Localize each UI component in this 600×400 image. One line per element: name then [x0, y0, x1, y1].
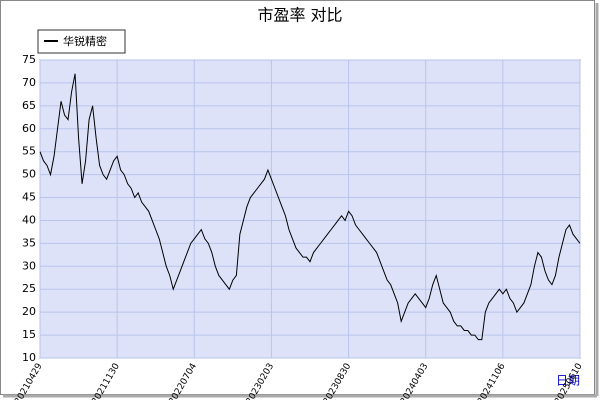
- y-tick-label: 70: [22, 76, 36, 89]
- x-axis-title: 日期: [556, 374, 580, 388]
- y-tick-label: 55: [22, 145, 36, 158]
- data-line: [39, 73, 581, 341]
- y-tick-label: 20: [22, 305, 36, 318]
- y-tick-label: 60: [22, 122, 36, 135]
- plot-area: [39, 59, 581, 359]
- y-tick-label: 45: [22, 191, 36, 204]
- y-tick-label: 35: [22, 236, 36, 249]
- chart-title: 市盈率 对比: [257, 6, 342, 25]
- y-tick-label: 40: [22, 213, 36, 226]
- y-tick-label: 15: [22, 328, 36, 341]
- y-tick-label: 50: [22, 168, 36, 181]
- y-tick-label: 30: [22, 259, 36, 272]
- legend: [37, 29, 126, 54]
- y-tick-label: 75: [22, 53, 36, 66]
- y-tick-label: 25: [22, 282, 36, 295]
- legend-label: 华锐精密: [63, 34, 107, 48]
- y-tick-label: 10: [22, 351, 36, 364]
- y-tick-label: 65: [22, 99, 36, 112]
